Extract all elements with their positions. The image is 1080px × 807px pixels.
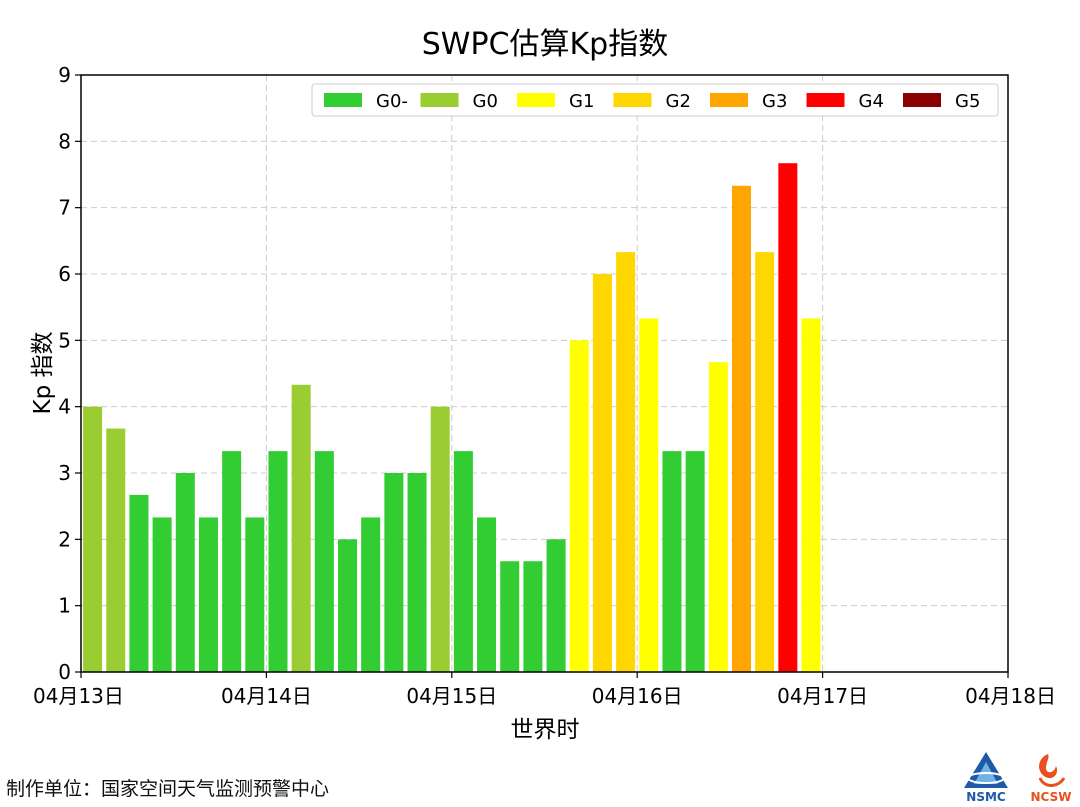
- x-tick-label: 04月15日: [406, 684, 497, 708]
- legend-label: G0-: [376, 91, 408, 112]
- x-axis-label: 世界时: [511, 717, 580, 743]
- legend: G0- G0 G1 G2 G3 G4 G5: [311, 83, 999, 117]
- kp-bar: [268, 451, 288, 672]
- legend-label: G2: [666, 91, 691, 112]
- kp-bar: [639, 318, 659, 672]
- legend-label: G1: [569, 91, 594, 112]
- kp-bar: [755, 252, 775, 673]
- kp-bar: [338, 539, 358, 672]
- legend-swatch: [324, 93, 362, 107]
- kp-bar: [361, 517, 381, 672]
- y-tick-label: 2: [58, 527, 71, 551]
- x-tick-label: 04月17日: [777, 684, 868, 708]
- legend-label: G0: [473, 91, 498, 112]
- kp-bar: [708, 362, 728, 672]
- y-tick-label: 5: [58, 328, 71, 352]
- x-tick-label: 04月18日: [965, 684, 1056, 708]
- kp-bar: [384, 473, 404, 672]
- legend-swatch: [420, 93, 459, 107]
- legend-label: G5: [955, 91, 980, 112]
- kp-bar: [314, 451, 334, 672]
- legend-swatch: [613, 93, 652, 107]
- kp-bar: [222, 451, 242, 672]
- nsmc-logo-text: NSMC: [966, 790, 1006, 804]
- kp-bar: [616, 252, 636, 673]
- ncsw-logo-text: NCSW: [1031, 790, 1072, 804]
- kp-bar: [106, 428, 126, 672]
- y-axis-label: Kp 指数: [30, 332, 56, 415]
- kp-bar: [175, 473, 195, 672]
- legend-swatch: [710, 93, 748, 107]
- legend-swatch: [517, 93, 555, 107]
- kp-bar: [662, 451, 682, 672]
- chart-title: SWPC估算Kp指数: [422, 27, 668, 62]
- kp-bar: [430, 406, 450, 672]
- kp-bar: [685, 451, 705, 672]
- kp-bar: [129, 494, 149, 672]
- y-tick-label: 0: [58, 660, 71, 684]
- nsmc-logo: NSMC: [964, 752, 1008, 804]
- legend-label: G3: [762, 91, 787, 112]
- x-tick-label: 04月13日: [33, 684, 124, 708]
- kp-bar: [500, 561, 520, 672]
- kp-bar: [83, 406, 103, 672]
- kp-bar: [592, 274, 612, 672]
- legend-swatch: [903, 93, 941, 107]
- y-tick-label: 1: [58, 594, 71, 618]
- y-tick-label: 4: [58, 395, 71, 419]
- x-tick-label: 04月14日: [221, 684, 312, 708]
- kp-bar: [731, 185, 751, 672]
- kp-bar: [523, 561, 543, 672]
- kp-bar: [407, 473, 427, 672]
- kp-bar: [477, 517, 497, 672]
- bars: [83, 163, 821, 673]
- ticks: 0 1 2 3 4 5 6 7 8 9 04月13日 04月14日 04月15日 04月16日 04月17日…: [33, 63, 1056, 708]
- y-tick-label: 9: [58, 63, 71, 87]
- x-tick-label: 04月16日: [592, 684, 683, 708]
- y-tick-label: 3: [58, 461, 71, 485]
- kp-bar: [569, 340, 589, 672]
- kp-bar: [778, 163, 798, 672]
- grid-lines: [81, 75, 1008, 672]
- ncsw-logo: NCSW: [1031, 754, 1072, 804]
- y-tick-label: 6: [58, 262, 71, 286]
- kp-bar: [801, 318, 821, 672]
- legend-swatch: [806, 93, 845, 107]
- kp-bar: [546, 539, 566, 672]
- producer-credit: 制作单位：国家空间天气监测预警中心: [6, 778, 330, 800]
- kp-bar: [245, 517, 265, 672]
- y-tick-label: 7: [58, 196, 71, 220]
- logos: NSMC NCSW: [964, 752, 1072, 804]
- legend-label: G4: [859, 91, 884, 112]
- kp-bar: [453, 451, 473, 672]
- plot-frame: [80, 74, 1009, 673]
- kp-bar: [291, 384, 311, 672]
- legend-box: [311, 83, 999, 117]
- kp-bar: [152, 517, 172, 672]
- y-tick-label: 8: [58, 129, 71, 153]
- kp-bar: [198, 517, 218, 672]
